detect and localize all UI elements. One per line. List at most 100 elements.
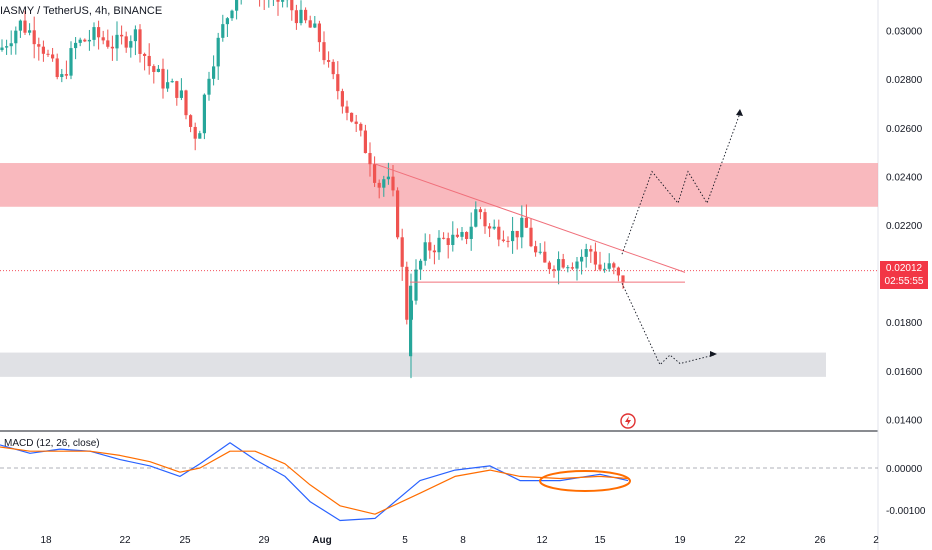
candle-body xyxy=(534,246,538,253)
candle-body xyxy=(419,260,423,270)
y-tick-label: 0.02800 xyxy=(886,75,923,86)
candle-body xyxy=(37,44,41,47)
candle-body xyxy=(414,269,418,301)
y-tick-label: 0.02600 xyxy=(886,124,923,135)
candle-body xyxy=(207,78,211,95)
candle-body xyxy=(566,267,570,269)
candle-body xyxy=(432,250,436,253)
candle-body xyxy=(138,29,142,54)
candle-body xyxy=(469,226,473,239)
candle-body xyxy=(400,237,404,267)
candle-body xyxy=(110,46,114,49)
candle-body xyxy=(382,179,386,188)
event-bolt-icon xyxy=(625,416,631,426)
candle-body xyxy=(23,20,27,33)
y-tick-label: 0.02200 xyxy=(886,221,923,232)
candle-body xyxy=(437,237,441,253)
candle-body xyxy=(74,42,78,49)
y-tick-label: 0.03000 xyxy=(886,27,923,38)
candle-body xyxy=(216,37,220,67)
candle-body xyxy=(557,259,561,271)
candle-body xyxy=(488,226,492,229)
x-tick-label: Aug xyxy=(312,535,331,546)
candle-body xyxy=(552,269,556,271)
candle-body xyxy=(9,43,13,47)
candle-body xyxy=(465,232,469,239)
projection-up-arrowhead xyxy=(736,109,743,116)
macd-line xyxy=(0,442,629,522)
candle-body xyxy=(51,54,55,59)
signal-line xyxy=(0,446,629,515)
candle-body xyxy=(64,74,68,76)
candle-body xyxy=(106,40,110,47)
candle-body xyxy=(317,23,321,43)
x-tick-label: 22 xyxy=(734,535,746,546)
candle-body xyxy=(166,82,170,89)
candle-body xyxy=(202,94,206,134)
candle-body xyxy=(474,209,478,227)
candle-body xyxy=(428,242,432,251)
projection-down-arrowhead xyxy=(710,351,717,357)
macd-label: MACD (12, 26, close) xyxy=(4,438,100,449)
x-tick-label: 22 xyxy=(119,535,131,546)
x-tick-label: 2 xyxy=(873,535,879,546)
candle-body xyxy=(589,249,593,252)
candle-body xyxy=(354,121,358,124)
x-tick-label: 26 xyxy=(814,535,826,546)
candle-body xyxy=(87,39,91,42)
x-tick-label: 19 xyxy=(674,535,686,546)
countdown-timer: 02:55:55 xyxy=(884,276,924,287)
candle-body xyxy=(455,234,459,237)
candle-body xyxy=(345,106,349,113)
candle-body xyxy=(14,30,18,44)
candle-body xyxy=(603,268,607,270)
candle-body xyxy=(322,42,326,61)
candle-body xyxy=(212,66,216,79)
candle-body xyxy=(290,0,294,11)
candle-body xyxy=(170,81,174,83)
candle-body xyxy=(483,212,487,227)
candle-body xyxy=(299,9,303,24)
candle-body xyxy=(621,275,625,283)
candle-body xyxy=(543,251,547,263)
candle-body xyxy=(506,240,510,242)
candle-body xyxy=(616,267,620,276)
y-tick-label: 0.02400 xyxy=(886,172,923,183)
candle-body xyxy=(143,53,147,56)
candle-body xyxy=(32,30,36,45)
chart-title: IASMY / TetherUS, 4h, BINANCE xyxy=(0,5,163,17)
candle-body xyxy=(92,27,96,40)
candle-body xyxy=(524,217,528,228)
candle-body xyxy=(331,61,335,75)
candle-body xyxy=(304,9,308,21)
projection-down-path xyxy=(621,283,715,366)
candle-body xyxy=(515,230,519,238)
candle-body xyxy=(409,285,413,357)
candle-body xyxy=(179,90,183,98)
x-tick-label: 25 xyxy=(179,535,191,546)
candle-body xyxy=(308,20,312,28)
candle-body xyxy=(313,23,317,28)
candle-body xyxy=(124,36,128,48)
macd-highlight-ellipse xyxy=(539,470,631,492)
candle-body xyxy=(363,130,367,154)
candle-body xyxy=(156,68,160,72)
x-tick-label: 8 xyxy=(460,535,466,546)
candle-body xyxy=(584,249,588,257)
candle-body xyxy=(423,242,427,261)
candle-body xyxy=(580,256,584,262)
candle-body xyxy=(221,24,225,38)
candle-body xyxy=(60,74,64,78)
candle-body xyxy=(41,46,45,54)
candle-body xyxy=(83,39,87,42)
candle-body xyxy=(492,226,496,229)
candle-body xyxy=(359,123,363,131)
macd-y-tick-label: 0.00000 xyxy=(886,464,923,475)
x-tick-label: 12 xyxy=(536,535,548,546)
candle-body xyxy=(396,190,400,238)
x-tick-label: 5 xyxy=(402,535,408,546)
candle-body xyxy=(336,74,340,92)
candle-body xyxy=(129,41,133,48)
candle-body xyxy=(18,20,22,31)
